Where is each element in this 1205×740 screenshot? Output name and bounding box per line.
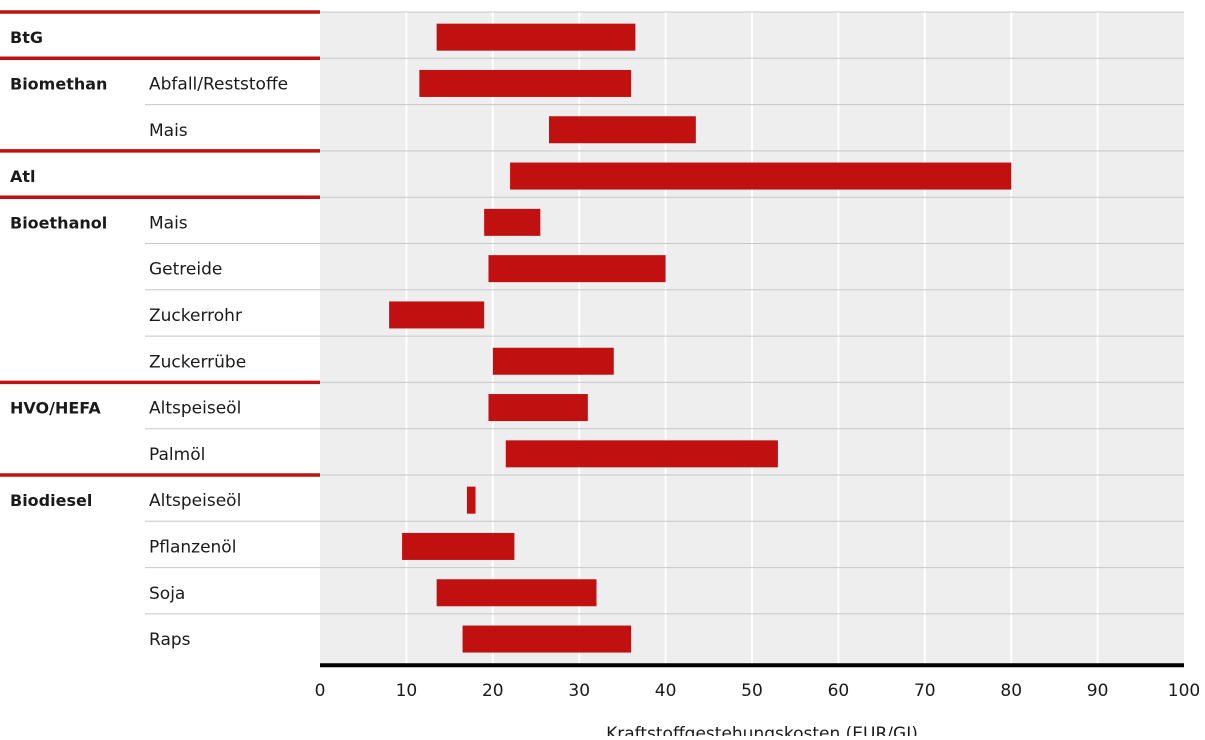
range-bar (484, 209, 540, 236)
row-label: Abfall/Reststoffe (149, 74, 288, 94)
x-tick-label: 80 (1000, 681, 1022, 701)
x-tick-label: 0 (315, 681, 326, 701)
x-tick-label: 30 (568, 681, 590, 701)
group-label: BtG (10, 28, 43, 47)
row-label: Pflanzenöl (149, 537, 236, 557)
x-axis-title: Kraftstoffgestehungskosten (EUR/GJ) (606, 724, 918, 736)
x-tick-label: 100 (1168, 681, 1200, 701)
x-tick-label: 40 (655, 681, 677, 701)
x-tick-label: 90 (1087, 681, 1109, 701)
row-label: Palmöl (149, 445, 205, 465)
range-bar (488, 394, 587, 421)
range-bar (549, 116, 696, 143)
range-bar (463, 626, 631, 653)
x-tick-label: 60 (828, 681, 850, 701)
range-bar (467, 487, 476, 514)
range-bar (402, 533, 514, 560)
row-label: Soja (149, 584, 185, 604)
range-bar (437, 579, 597, 606)
group-label: Bioethanol (10, 213, 107, 232)
row-label: Mais (149, 213, 188, 233)
row-label: Getreide (149, 260, 222, 280)
range-bar (389, 301, 484, 328)
row-label: Zuckerrübe (149, 352, 246, 372)
x-tick-label: 70 (914, 681, 936, 701)
x-tick-label: 50 (741, 681, 763, 701)
group-label: Atl (10, 167, 36, 186)
range-bar (493, 348, 614, 375)
range-bar (488, 255, 665, 282)
group-label: Biodiesel (10, 491, 92, 510)
row-label: Zuckerrohr (149, 306, 242, 326)
range-bar (437, 24, 636, 51)
row-label: Raps (149, 630, 191, 650)
range-bar (506, 440, 778, 467)
row-label: Altspeiseöl (149, 491, 241, 511)
range-bar (510, 163, 1011, 190)
range-bar (419, 70, 631, 97)
group-label: HVO/HEFA (10, 399, 101, 418)
x-tick-label: 10 (396, 681, 418, 701)
row-label: Altspeiseöl (149, 399, 241, 419)
x-tick-label: 20 (482, 681, 504, 701)
row-label: Mais (149, 121, 188, 141)
group-label: Biomethan (10, 74, 107, 93)
